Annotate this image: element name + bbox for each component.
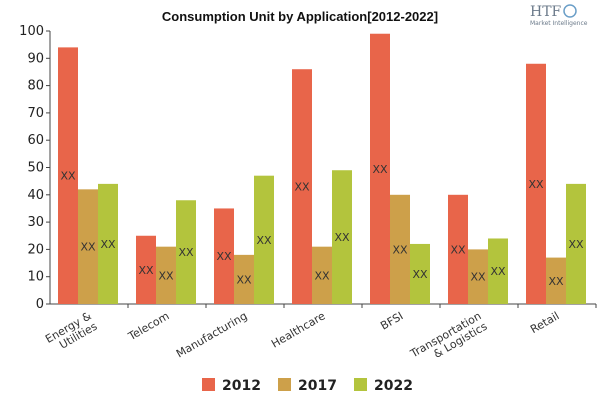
logo-sub: Market Intelligence — [530, 20, 588, 27]
category-label-line: Telecom — [125, 309, 171, 343]
data-label: XX — [236, 273, 252, 286]
bar-2022 — [566, 183, 586, 304]
bar-2017 — [234, 254, 254, 304]
category-label: Healthcare — [269, 309, 328, 350]
data-label: XX — [372, 163, 388, 176]
category-label-line: Retail — [528, 309, 561, 336]
bar-2022 — [254, 175, 274, 304]
data-label: XX — [60, 170, 76, 183]
category-label: Telecom — [125, 309, 171, 343]
bar-2012 — [214, 208, 234, 304]
logo: HTF Market Intelligence — [530, 4, 588, 27]
y-tick-label: 90 — [27, 51, 44, 66]
bar-2017 — [156, 246, 176, 304]
data-label: XX — [100, 238, 116, 251]
category-label: Transportation& Logistics — [407, 309, 489, 371]
y-tick-label: 100 — [19, 24, 44, 39]
data-label: XX — [158, 269, 174, 282]
bar-2012 — [526, 63, 546, 305]
data-label: XX — [412, 268, 428, 281]
data-label: XX — [294, 181, 310, 194]
category-label-line: Manufacturing — [174, 309, 249, 360]
y-tick-label: 80 — [27, 79, 44, 94]
data-label: XX — [548, 275, 564, 288]
data-label: XX — [216, 250, 232, 263]
legend-label-2017: 2017 — [298, 378, 337, 394]
chart-title: Consumption Unit by Application[2012-202… — [162, 9, 438, 24]
data-label: XX — [528, 178, 544, 191]
bar-2022 — [176, 200, 196, 304]
data-label: XX — [138, 264, 154, 277]
data-label: XX — [490, 265, 506, 278]
bar-2012 — [136, 235, 156, 304]
y-tick-label: 60 — [27, 133, 44, 148]
bar-2017 — [390, 194, 410, 304]
legend-label-2022: 2022 — [374, 378, 413, 394]
category-label-line: Healthcare — [269, 309, 328, 350]
data-label: XX — [450, 243, 466, 256]
y-tick-label: 0 — [36, 297, 44, 312]
legend-swatch-2012 — [202, 378, 215, 391]
bar-2012 — [370, 33, 390, 304]
globe-icon — [563, 4, 577, 18]
bar-2017 — [78, 189, 98, 304]
bar-2012 — [448, 194, 468, 304]
y-tick-label: 50 — [27, 161, 44, 176]
bar-2017 — [546, 257, 566, 304]
bar-2022 — [332, 170, 352, 304]
y-tick-label: 30 — [27, 215, 44, 230]
y-tick-label: 20 — [27, 242, 44, 257]
category-label-line: BFSI — [378, 309, 405, 332]
y-tick-label: 70 — [27, 106, 44, 121]
data-label: XX — [178, 246, 194, 259]
legend-swatch-2017 — [278, 378, 291, 391]
category-label: Retail — [528, 309, 561, 336]
legend-swatch-2022 — [354, 378, 367, 391]
bar-2022 — [488, 238, 508, 304]
category-labels: Energy &Utilities Telecom Manufacturing Hea… — [43, 309, 561, 371]
logo-main: HTF — [530, 4, 562, 20]
y-tick-label: 40 — [27, 188, 44, 203]
bar-2017 — [312, 246, 332, 304]
data-label: XX — [256, 234, 272, 247]
data-label: XX — [470, 271, 486, 284]
category-label: Energy &Utilities — [43, 309, 100, 356]
bar-2012 — [58, 47, 78, 304]
data-label: XX — [568, 238, 584, 251]
bars: XX XX XX XX XX XX XX XX XX XX XX XX XX XX XX XX XX XX XX XX… — [58, 33, 586, 305]
bar-2022 — [410, 243, 430, 304]
bar-2012 — [292, 69, 312, 304]
data-label: XX — [80, 241, 96, 254]
category-label: Manufacturing — [174, 309, 249, 360]
axes: 0 10 20 30 40 50 60 70 80 90 100 — [19, 24, 597, 312]
legend: 2012 2017 2022 — [202, 378, 413, 394]
legend-label-2012: 2012 — [222, 378, 261, 394]
category-label: BFSI — [378, 309, 405, 332]
data-label: XX — [334, 231, 350, 244]
bar-2022 — [98, 183, 118, 304]
bar-2017 — [468, 249, 488, 304]
data-label: XX — [392, 243, 408, 256]
y-tick-label: 10 — [27, 270, 44, 285]
data-label: XX — [314, 269, 330, 282]
